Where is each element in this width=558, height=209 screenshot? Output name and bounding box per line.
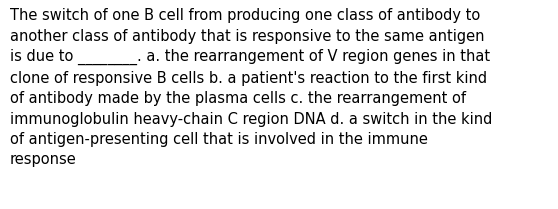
Text: The switch of one B cell from producing one class of antibody to
another class o: The switch of one B cell from producing … [10, 8, 492, 167]
